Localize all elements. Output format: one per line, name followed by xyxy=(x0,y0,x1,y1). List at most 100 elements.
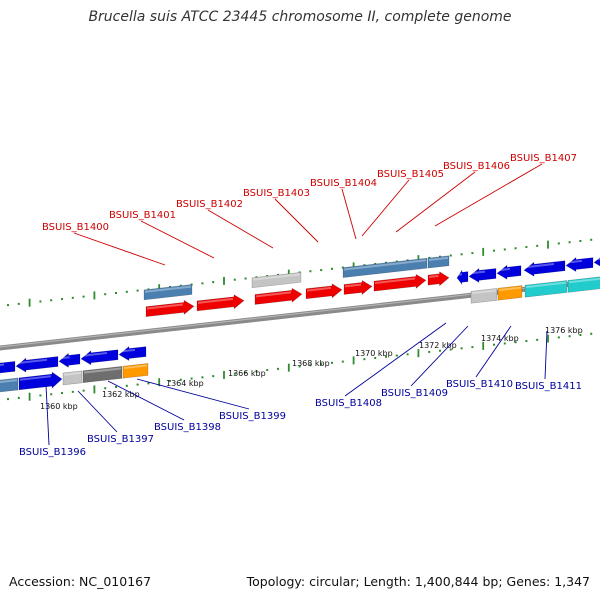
lower-scale-dots-dot xyxy=(50,393,53,396)
upper-scale-dots-dot xyxy=(374,262,377,265)
upper-leader-line xyxy=(207,209,274,249)
lower-scale-dots-dot xyxy=(104,387,107,390)
upper-gene-8-shape xyxy=(251,271,302,289)
upper-gene-9-sheen xyxy=(344,259,426,271)
right-gene-5-shape xyxy=(593,257,600,267)
right-gene-4-shape xyxy=(565,256,594,273)
right-gene-9-shape xyxy=(567,276,600,293)
upper-scale-dots-dot xyxy=(125,290,128,293)
upper-scale-dots-dot xyxy=(514,247,517,250)
lower-scale-dots-dot xyxy=(590,332,593,335)
upper-gene-5-shape xyxy=(373,273,427,292)
upper-scale-dots-dot xyxy=(61,298,63,301)
lower-gene-3-shape xyxy=(80,349,119,366)
upper-gene-10 xyxy=(427,255,450,269)
lower-gene-0 xyxy=(0,360,16,376)
lower-gene-9-sheen xyxy=(124,364,147,370)
upper-scale-dots-dot xyxy=(104,293,107,296)
lower-gene-9-shape xyxy=(122,363,149,379)
lower-scale-dots-dot xyxy=(514,341,517,344)
upper-scale-dots-dot xyxy=(169,285,171,288)
right-gene-3 xyxy=(523,260,566,277)
upper-leader-line xyxy=(395,171,476,233)
lower-scale-dots-dot xyxy=(147,382,150,385)
upper-gene-2-sheen xyxy=(256,291,291,298)
upper-scale-dots-dot xyxy=(201,282,204,285)
lower-scale-dots-dot xyxy=(277,367,279,370)
lower-scale-dots-dot xyxy=(169,379,171,382)
lower-scale-dots-dot xyxy=(115,386,117,389)
right-gene-7 xyxy=(497,285,523,301)
gene-label-bsuis-b1404: BSUIS_B1404 xyxy=(310,178,377,189)
upper-leader-line xyxy=(73,232,166,266)
upper-gene-7-shape xyxy=(143,284,193,301)
scale-label: 1362 kbp xyxy=(102,390,140,399)
right-gene-6-shape xyxy=(470,288,498,304)
lower-scale-dots-dot xyxy=(309,364,312,367)
upper-gene-2-shape xyxy=(254,287,303,305)
lower-gene-2-sheen xyxy=(60,356,70,360)
upper-gene-10-sheen xyxy=(429,256,448,261)
right-gene-7-sheen xyxy=(499,286,521,292)
lower-gene-1 xyxy=(15,356,59,373)
upper-leader-line xyxy=(341,188,357,240)
upper-gene-7-sheen xyxy=(145,285,191,293)
right-gene-7-shape xyxy=(497,285,523,301)
lower-leader-line xyxy=(77,390,118,433)
lower-scale-dots-dot xyxy=(460,347,463,350)
upper-gene-5 xyxy=(373,273,427,292)
upper-scale-dots-dot xyxy=(115,292,117,295)
lower-scale-dots-dot xyxy=(233,372,236,375)
right-gene-9-sheen xyxy=(569,277,600,284)
upper-gene-1 xyxy=(196,294,245,312)
upper-gene-3-sheen xyxy=(307,286,331,292)
lower-scale-dots-dot xyxy=(374,356,377,359)
lower-gene-4 xyxy=(118,345,147,362)
gene-label-bsuis-b1402: BSUIS_B1402 xyxy=(176,199,243,210)
upper-gene-6-sheen xyxy=(429,274,439,278)
gene-label-bsuis-b1401: BSUIS_B1401 xyxy=(109,210,176,221)
upper-scale-dots-dot xyxy=(341,266,344,269)
lower-gene-4-sheen xyxy=(120,348,135,353)
upper-gene-10-shape xyxy=(427,255,450,269)
lower-scale-dots-dot xyxy=(406,353,409,356)
lower-gene-2 xyxy=(58,352,81,368)
lower-gene-7-shape xyxy=(62,370,83,386)
gene-label-bsuis-b1405: BSUIS_B1405 xyxy=(377,169,444,180)
lower-scale-dots-dot xyxy=(471,346,474,349)
upper-scale-dots-dot xyxy=(493,249,495,252)
upper-scale-dots-dot xyxy=(71,296,74,299)
right-gene-0-sheen xyxy=(458,273,463,276)
lower-gene-0-shape xyxy=(0,360,16,376)
upper-gene-0-shape xyxy=(145,299,195,317)
upper-gene-0-sheen xyxy=(147,303,183,310)
lower-scale-dots-dot xyxy=(439,349,441,352)
upper-scale-dots-dot xyxy=(363,264,366,267)
right-gene-2-shape xyxy=(496,264,522,280)
lower-scale-dots-dot xyxy=(255,370,258,373)
lower-scale-dots-dot xyxy=(568,335,571,338)
upper-gene-9-shape xyxy=(342,257,428,278)
right-gene-8 xyxy=(524,280,568,298)
lower-scale-dots-dot xyxy=(493,343,495,346)
gene-label-bsuis-b1400: BSUIS_B1400 xyxy=(42,222,109,233)
right-gene-3-sheen xyxy=(525,262,554,269)
lower-scale-dots-dot xyxy=(428,350,431,353)
upper-scale-dots-dot xyxy=(331,267,333,270)
lower-gene-5-sheen xyxy=(0,379,17,383)
upper-gene-0 xyxy=(145,299,195,317)
upper-scale-dots xyxy=(7,238,593,307)
scale-label: 1368 kbp xyxy=(292,359,330,368)
lower-scale-dots-dot xyxy=(557,336,560,339)
gene-label-bsuis-b1396: BSUIS_B1396 xyxy=(19,447,86,458)
right-gene-0 xyxy=(456,269,469,286)
lower-leader-line xyxy=(544,330,548,380)
genome-stats-text: Topology: circular; Length: 1,400,844 bp… xyxy=(246,574,590,589)
lower-scale-dots-dot xyxy=(61,392,63,395)
upper-scale-dots-dot xyxy=(460,253,463,256)
right-gene-5-sheen xyxy=(595,257,600,261)
lower-scale-dots-dot xyxy=(39,394,42,397)
gene-label-bsuis-b1411: BSUIS_B1411 xyxy=(515,381,582,392)
upper-scale-dots-dot xyxy=(406,259,409,262)
